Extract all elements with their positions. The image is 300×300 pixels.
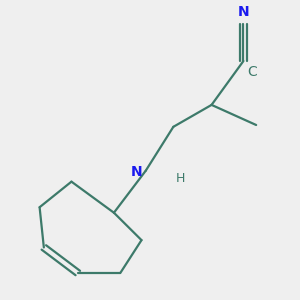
Text: N: N — [131, 165, 142, 179]
Text: H: H — [176, 172, 185, 185]
Text: N: N — [238, 5, 249, 19]
Text: C: C — [247, 65, 256, 80]
